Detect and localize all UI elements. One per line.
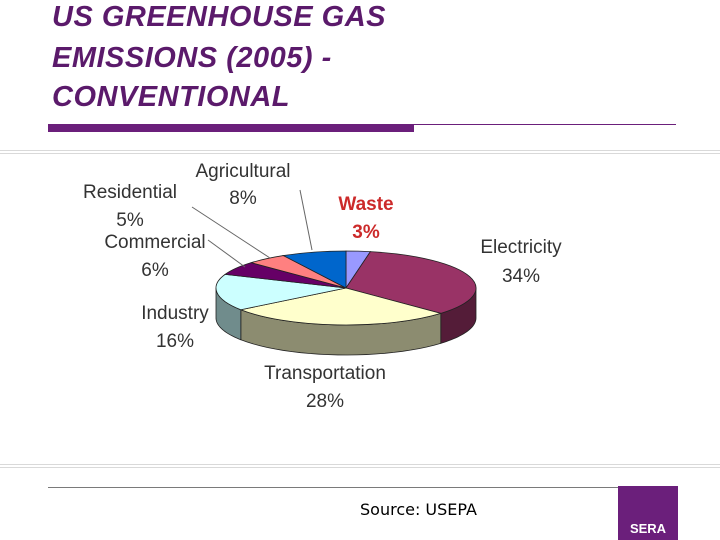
slice-value-transportation: 28% [306,391,344,412]
footer-rule [48,487,678,488]
slice-name-industry: Industry [141,303,209,324]
pie-slice-transportation [239,287,443,326]
title-underline-rule [414,124,676,125]
slice-value-electricity: 34% [502,266,540,287]
slice-value-residential: 5% [116,210,144,231]
pie-tops [215,250,477,326]
leader-line-commercial [207,239,246,268]
slide-title-line-3: CONVENTIONAL [52,81,290,113]
bottom-divider-lines [0,462,720,468]
slice-name-residential: Residential [83,182,177,203]
slide-title-line-2: EMISSIONS (2005) - [52,42,332,74]
slice-value-agricultural: 8% [229,188,257,209]
leader-line-residential [191,206,271,259]
sera-logo: SERA [618,486,678,540]
pie-slice-electricity [345,251,477,314]
leader-lines [191,189,313,268]
pie-slice-agricultural [282,250,347,289]
slice-value-industry: 16% [156,331,194,352]
slice-name-transportation: Transportation [264,363,386,384]
sera-logo-text: SERA [629,521,667,536]
slice-name-electricity: Electricity [480,237,562,258]
slide-title-line-1: US GREENHOUSE GAS [52,1,386,33]
title-underline-bar [48,124,414,132]
leader-line-agricultural [299,189,313,251]
slice-name-waste: Waste [338,194,393,215]
slice-value-commercial: 6% [141,260,169,281]
source-citation: Source: USEPA [360,500,477,519]
slice-name-agricultural: Agricultural [195,161,290,182]
slice-name-commercial: Commercial [104,232,205,253]
pie-slice-industry [215,273,347,311]
top-divider-lines [0,148,720,154]
slice-value-waste: 3% [352,222,380,243]
